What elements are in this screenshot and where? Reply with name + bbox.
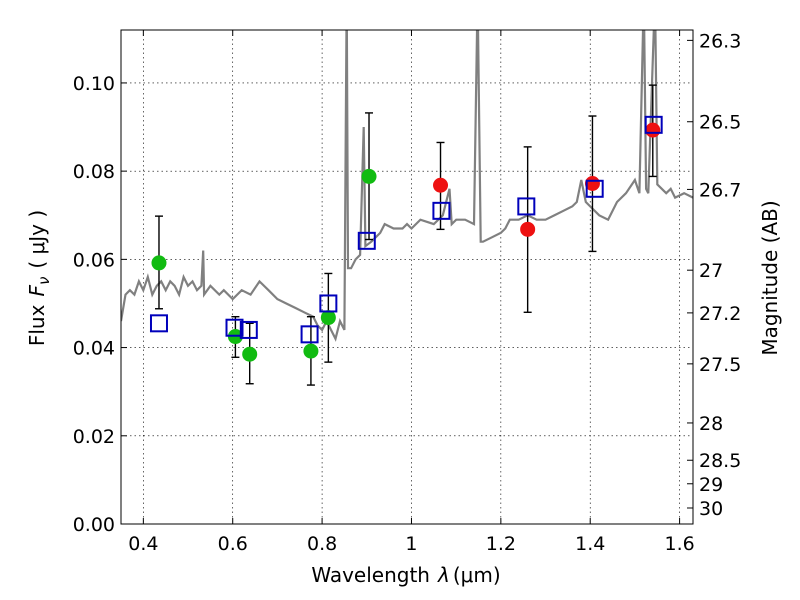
y-axis-label: FluxFν( μJy ) bbox=[25, 210, 53, 346]
model-square bbox=[149, 314, 168, 333]
flux-point-red bbox=[645, 122, 661, 138]
y-tick-label: 0.08 bbox=[73, 161, 115, 183]
flux-point-green bbox=[320, 310, 336, 326]
model-square bbox=[357, 231, 376, 250]
model-square bbox=[432, 201, 451, 220]
model-squares bbox=[149, 115, 663, 344]
grid-lines bbox=[121, 30, 693, 525]
flux-point-red bbox=[520, 221, 536, 237]
model-square bbox=[319, 294, 338, 313]
magnitude-tick-label: 28 bbox=[699, 413, 723, 435]
model-square bbox=[225, 318, 244, 337]
flux-point-green bbox=[151, 255, 167, 271]
y-tick-label: 0.00 bbox=[73, 514, 115, 536]
magnitude-tick-label: 30 bbox=[699, 498, 723, 520]
model-square bbox=[644, 115, 663, 134]
magnitude-tick-label: 26.3 bbox=[699, 30, 741, 52]
model-square bbox=[517, 197, 536, 216]
model-square bbox=[585, 179, 604, 198]
x-tick-labels: 0.4 0.6 0.8 1 1.2 1.4 1.6 bbox=[128, 533, 694, 555]
flux-point-red bbox=[433, 177, 449, 193]
magnitude-tick-label: 27.2 bbox=[699, 303, 741, 325]
spectrum-series bbox=[121, 30, 693, 342]
x-axis-label: Wavelength λ (μm) bbox=[311, 563, 500, 587]
flux-points bbox=[151, 122, 661, 362]
x-tick-label: 1.6 bbox=[664, 533, 694, 555]
magnitude-tick-label: 28.5 bbox=[699, 450, 741, 472]
x-tick-label: 1 bbox=[405, 533, 417, 555]
magnitude-tick-label: 26.7 bbox=[699, 179, 741, 201]
x-tick-label: 1.4 bbox=[575, 533, 605, 555]
flux-point-green bbox=[361, 168, 377, 184]
magnitude-tick-label: 29 bbox=[699, 474, 723, 496]
x-tick-label: 0.8 bbox=[307, 533, 337, 555]
flux-point-red bbox=[584, 175, 600, 191]
x-tick-label: 1.2 bbox=[486, 533, 516, 555]
magnitude-tick-label: 27 bbox=[699, 260, 723, 282]
plot-frame bbox=[120, 29, 694, 525]
y-tick-label: 0.04 bbox=[73, 338, 115, 360]
y-tick-labels: 0.00 0.02 0.04 0.06 0.08 0.10 bbox=[73, 73, 115, 536]
y-tick-label: 0.10 bbox=[73, 73, 115, 95]
y-tick-label: 0.06 bbox=[73, 249, 115, 271]
flux-point-green bbox=[303, 343, 319, 359]
flux-point-green bbox=[242, 346, 258, 362]
model-square bbox=[239, 320, 258, 339]
y-tick-label: 0.02 bbox=[73, 426, 115, 448]
model-square bbox=[300, 325, 319, 344]
axis-ticks bbox=[121, 30, 693, 525]
x-tick-label: 0.4 bbox=[128, 533, 158, 555]
magnitude-tick-label: 27.5 bbox=[699, 354, 741, 376]
magnitude-tick-label: 26.5 bbox=[699, 112, 741, 134]
magnitude-axis-label: Magnitude (AB) bbox=[758, 200, 782, 355]
x-tick-label: 0.6 bbox=[218, 533, 248, 555]
spectrum-line bbox=[121, 30, 693, 342]
